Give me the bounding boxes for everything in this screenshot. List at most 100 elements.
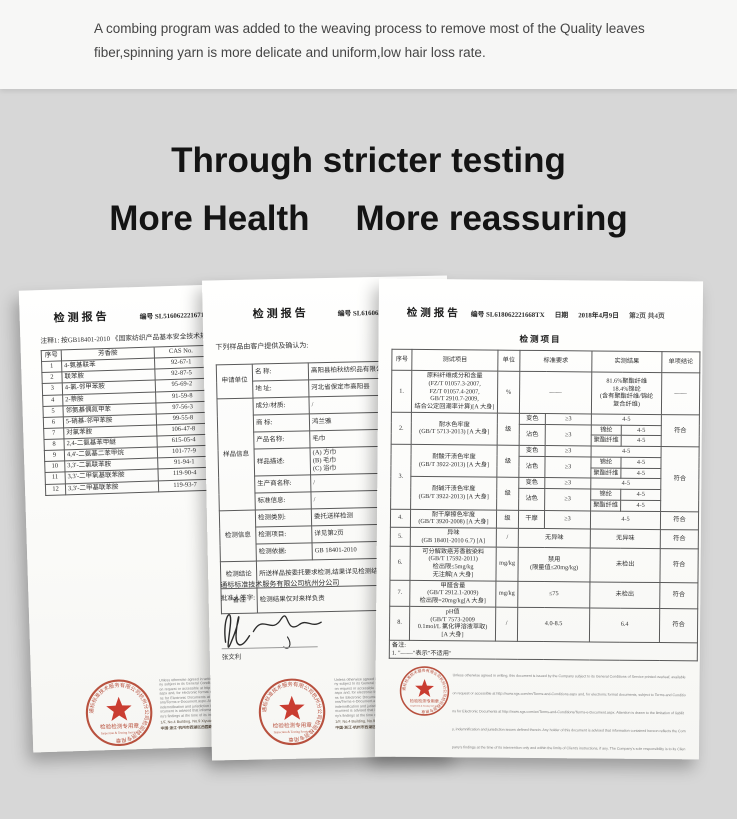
cell-no: 12 (45, 483, 66, 496)
report-title: 检测报告 (252, 307, 309, 321)
seal-ring (85, 679, 153, 747)
cell-fiber-value: 4-5 (621, 424, 662, 436)
seal-label-cn: 检验检测专用章 (273, 721, 313, 730)
section-title: 检测项目 (519, 333, 562, 345)
cell-sub-label: 沾色 (518, 488, 545, 511)
field-label: 检测类别: (255, 509, 312, 528)
cell-conclusion: 符合 (660, 511, 699, 530)
cell-no: 1 (41, 361, 62, 373)
cell-sub-label: 沾色 (519, 423, 546, 446)
cell-sub-result: 4-5 (591, 445, 662, 458)
intro-text-line1: A combing program was added to the weavi… (94, 21, 645, 36)
remark-cell: 备注: 1. "——"表示"不适用" (389, 639, 698, 662)
cell-conclusion: 符合 (659, 608, 698, 643)
cell-no: 6 (43, 416, 64, 429)
cell-result: 未检出 (589, 547, 661, 583)
cell-sub-label: 变色 (518, 477, 545, 489)
table-remark-row: 备注: 1. "——"表示"不适用" (389, 639, 698, 662)
cell-no: 2 (41, 372, 63, 384)
cell-no: 9 (44, 450, 65, 462)
cell-fiber: 聚酯纤维 (590, 499, 621, 511)
cell-fiber: 锦纶 (590, 456, 622, 468)
cell-result: 无异味 (590, 528, 661, 549)
cell-item: 原料纤维成分和含量 (FZ/T 01057.3-2007, FZ/T 01057… (411, 370, 498, 413)
cell-no: 4. (390, 508, 411, 528)
official-seal-stamp: 通标标准技术服务有限公司杭州分公司检验检测专用章 检验检测专用章 Inspect… (85, 679, 153, 747)
seal-label-en: Inspection & Testing Services (274, 729, 313, 734)
report-title: 检测报告 (53, 310, 110, 325)
cell-sub-label: 沾色 (518, 456, 546, 478)
signature-stroke3 (283, 636, 291, 649)
star-icon (106, 696, 132, 722)
signature-stroke1 (224, 614, 251, 648)
signer-name: 张文利 (221, 653, 242, 662)
field-label: 名 称: (252, 362, 309, 382)
cell-item: 耐酸汗渍色牢度 (GB/T 3922-2013) [A 大身] (410, 444, 498, 478)
cell-unit: mg/kg (495, 546, 519, 581)
seal-label-cn: 检验检测专用章 (100, 722, 140, 731)
col-header-no: 序号 (41, 349, 62, 362)
cell-no: 5 (42, 405, 64, 418)
report-sheet-right: 检测报告 编号 SL618062221668TX 日期 2018年4月9日 第2… (374, 278, 704, 760)
field-label: 生产商名称: (254, 475, 311, 494)
signature-scribble (217, 596, 348, 651)
field-label: 成分/材质: (252, 396, 310, 416)
cell-sub-req: ≥3 (544, 477, 591, 489)
cell-no: 8. (389, 605, 410, 641)
report-date-value: 2018年4月9日 (578, 312, 620, 320)
star-icon (415, 679, 434, 697)
cell-fiber-value: 4-5 (620, 456, 662, 469)
cell-sub-req: ≥3 (545, 413, 592, 425)
field-label: 样品描述: (254, 447, 311, 477)
cell-conclusion: 符合 (661, 414, 700, 447)
signature-stroke2 (252, 615, 322, 633)
cell-unit: 级 (496, 477, 519, 510)
cell-item: 耐碱汗渍色牢度 (GB/T 3922-2013) [A 大身] (410, 476, 497, 510)
cell-requirement: 无异味 (518, 528, 591, 548)
cell-sub-req: ≥3 (544, 456, 592, 479)
cell-no: 10 (44, 461, 65, 473)
heading-secondary-left: More Health (109, 199, 310, 238)
table-row-azo-dyes: 6. 可分解致癌芳香胺染料 (GB/T 17592-2011) 检出限≤5mg/… (389, 545, 699, 583)
field-label: 商 标: (253, 413, 310, 433)
cell-fiber-value: 4-5 (621, 435, 662, 447)
disclaimer-text: Unless otherwise agreed in writing, this… (451, 673, 686, 752)
cell-no: 2. (391, 411, 412, 445)
cell-conclusion: 符合 (660, 446, 700, 512)
cell-unit: mg/kg (495, 580, 518, 608)
cell-item: 甲醛含量 (GB/T 2912.1-2009) 检出限=20mg/kg[A 大身… (409, 579, 496, 607)
seal-ring (399, 666, 450, 716)
cell-conclusion: 符合 (659, 582, 698, 609)
official-seal-stamp: 通标标准技术服务有限公司杭州分公司检验检测专用章 检验检测专用章 Inspect… (399, 666, 450, 716)
cell-fiber-value: 4-5 (620, 499, 661, 512)
intro-text-line2: fiber,spinning yarn is more delicate and… (94, 45, 486, 60)
cell-result: 6.4 (589, 607, 660, 643)
cell-unit: % (497, 371, 520, 414)
cell-no: 1. (391, 370, 412, 413)
table-row-formaldehyde: 7. 甲醛含量 (GB/T 2912.1-2009) 检出限=20mg/kg[A… (389, 579, 698, 609)
seal-label-en: Inspection & Testing Services (101, 730, 140, 735)
report-date-label: 日期 (554, 312, 569, 320)
cell-sub-label: 变色 (519, 445, 546, 457)
cell-conclusion: —— (661, 372, 700, 415)
cell-fiber-value: 4-5 (620, 467, 661, 479)
report-footer: 通标标准技术服务有限公司杭州分公司检验检测专用章 检验检测专用章 Inspect… (387, 663, 687, 760)
col-header-requirement: 标准要求 (519, 350, 592, 372)
table-row-composition: 1. 原料纤维成分和含量 (FZ/T 01057.3-2007, FZ/T 01… (391, 370, 700, 415)
cell-cas: 119-93-7 (158, 478, 212, 492)
cell-unit: 级 (496, 445, 520, 478)
cell-no: 4 (42, 394, 63, 407)
test-items-table: 序号 测试项目 单位 标准要求 实测结果 单项结论 1. 原料纤维成分和含量 (… (389, 349, 701, 662)
heading-primary: Through stricter testing (171, 141, 566, 180)
cell-fiber: 聚酯纤维 (590, 467, 621, 479)
report-number: 编号 SL618062221668TX (471, 308, 545, 319)
cell-sub-result: 4-5 (591, 413, 662, 426)
heading-secondary: More Health More reassuring (0, 199, 737, 239)
official-seal-stamp: 通标标准技术服务有限公司杭州分公司检验检测专用章 检验检测专用章 Inspect… (258, 678, 326, 746)
cell-item: 异味 (GB 18401-2010 6.7) [A] (410, 527, 497, 547)
report-number-value: SL618062221668TX (486, 311, 545, 320)
group-applicant: 申请单位 (216, 364, 253, 399)
cell-no: 11 (45, 472, 66, 484)
cell-no: 3. (390, 444, 412, 509)
